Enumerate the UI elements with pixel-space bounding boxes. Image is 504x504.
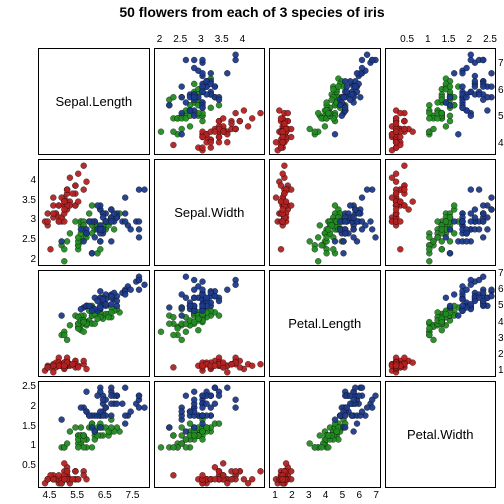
yaxis-tick: 4.5 bbox=[498, 138, 504, 149]
xaxis-tick: 7.5 bbox=[122, 490, 142, 501]
xaxis-tick: 5.5 bbox=[67, 490, 87, 501]
xaxis-tick: 4 bbox=[232, 34, 252, 45]
yaxis-tick: 2.5 bbox=[14, 234, 36, 245]
diag-label-Sepal.Length: Sepal.Length bbox=[39, 49, 149, 154]
yaxis-tick: 3.5 bbox=[14, 195, 36, 206]
scatter-Petal.Length-vs-Sepal.Length bbox=[39, 271, 151, 378]
scatter-Petal.Length-vs-Petal.Width bbox=[386, 271, 498, 378]
yaxis-tick: 7 bbox=[498, 268, 504, 279]
scatter-Sepal.Length-vs-Petal.Width bbox=[386, 49, 498, 156]
yaxis-tick: 2 bbox=[14, 401, 36, 412]
panel-r3-c0 bbox=[38, 381, 150, 488]
xaxis-tick: 7 bbox=[366, 490, 386, 501]
yaxis-tick: 1 bbox=[14, 440, 36, 451]
xaxis-tick: 2.5 bbox=[480, 34, 500, 45]
scatter-Sepal.Length-vs-Petal.Length bbox=[270, 49, 382, 156]
diag-label-Petal.Width: Petal.Width bbox=[386, 382, 496, 487]
scatter-Petal.Width-vs-Petal.Length bbox=[270, 382, 382, 489]
yaxis-tick: 6 bbox=[498, 284, 504, 295]
xaxis-tick: 1.5 bbox=[439, 34, 459, 45]
panel-r0-c3 bbox=[385, 48, 497, 155]
diag-label-Petal.Length: Petal.Length bbox=[270, 271, 380, 376]
xaxis-tick: 3.5 bbox=[212, 34, 232, 45]
panel-r3-c2 bbox=[269, 381, 381, 488]
panel-r2-c0 bbox=[38, 270, 150, 377]
xaxis-tick: 2 bbox=[459, 34, 479, 45]
panel-r3-c1 bbox=[154, 381, 266, 488]
xaxis-tick: 0.5 bbox=[397, 34, 417, 45]
yaxis-tick: 1 bbox=[498, 365, 504, 376]
yaxis-tick: 2 bbox=[14, 254, 36, 265]
yaxis-tick: 4 bbox=[498, 317, 504, 328]
yaxis-tick: 3 bbox=[14, 214, 36, 225]
yaxis-tick: 2 bbox=[498, 349, 504, 360]
panel-r1-c2 bbox=[269, 159, 381, 266]
panel-r1-c1: Sepal.Width bbox=[154, 159, 266, 266]
panel-r2-c1 bbox=[154, 270, 266, 377]
chart-title: 50 flowers from each of 3 species of iri… bbox=[0, 4, 504, 20]
xaxis-tick: 2 bbox=[149, 34, 169, 45]
xaxis-tick: 2.5 bbox=[170, 34, 190, 45]
yaxis-tick: 5 bbox=[498, 300, 504, 311]
scatter-Sepal.Width-vs-Petal.Width bbox=[386, 160, 498, 267]
panel-r1-c3 bbox=[385, 159, 497, 266]
xaxis-tick: 4.5 bbox=[40, 490, 60, 501]
xaxis-tick: 6.5 bbox=[95, 490, 115, 501]
yaxis-tick: 7.5 bbox=[498, 58, 504, 69]
panel-r0-c0: Sepal.Length bbox=[38, 48, 150, 155]
panel-r0-c2 bbox=[269, 48, 381, 155]
yaxis-tick: 1.5 bbox=[14, 421, 36, 432]
scatter-Sepal.Width-vs-Petal.Length bbox=[270, 160, 382, 267]
yaxis-tick: 4 bbox=[14, 175, 36, 186]
diag-label-Sepal.Width: Sepal.Width bbox=[155, 160, 265, 265]
panel-r0-c1 bbox=[154, 48, 266, 155]
xaxis-tick: 3 bbox=[191, 34, 211, 45]
panel-r2-c3 bbox=[385, 270, 497, 377]
panel-r2-c2: Petal.Length bbox=[269, 270, 381, 377]
scatter-Sepal.Width-vs-Sepal.Length bbox=[39, 160, 151, 267]
yaxis-tick: 5.5 bbox=[498, 111, 504, 122]
scatter-Petal.Length-vs-Sepal.Width bbox=[155, 271, 267, 378]
scatter-Sepal.Length-vs-Sepal.Width bbox=[155, 49, 267, 156]
yaxis-tick: 0.5 bbox=[14, 460, 36, 471]
yaxis-tick: 3 bbox=[498, 333, 504, 344]
scatter-Petal.Width-vs-Sepal.Width bbox=[155, 382, 267, 489]
panel-r3-c3: Petal.Width bbox=[385, 381, 497, 488]
xaxis-tick: 1 bbox=[418, 34, 438, 45]
panel-r1-c0 bbox=[38, 159, 150, 266]
scatter-Petal.Width-vs-Sepal.Length bbox=[39, 382, 151, 489]
yaxis-tick: 2.5 bbox=[14, 381, 36, 392]
yaxis-tick: 6.5 bbox=[498, 85, 504, 96]
